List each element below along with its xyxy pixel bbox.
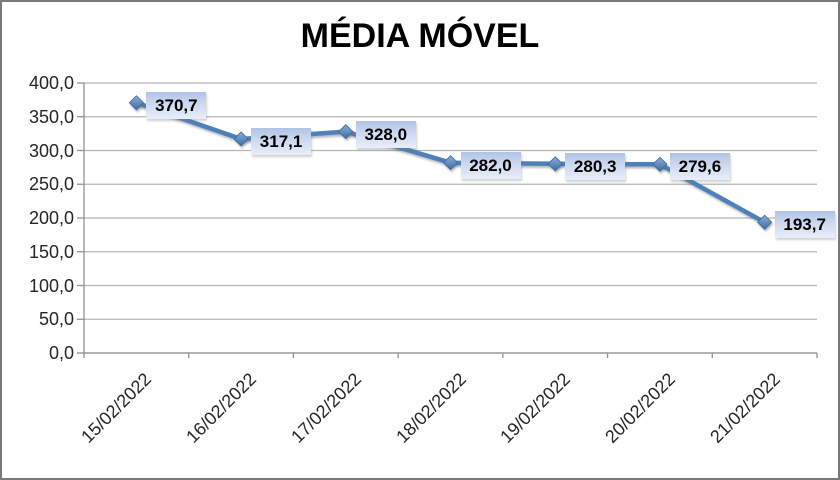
data-point-marker [652,156,668,172]
data-label: 279,6 [669,153,730,181]
data-label: 317,1 [251,127,312,155]
data-label: 280,3 [565,152,626,180]
y-axis-label: 100,0 [28,275,74,296]
y-axis-label: 0,0 [48,343,74,363]
data-point-marker [757,214,773,230]
data-label: 193,7 [774,211,835,239]
data-point-marker [442,155,459,171]
y-axis-label: 200,0 [28,208,74,228]
y-axis-label: 300,0 [28,140,74,161]
y-axis-label: 150,0 [28,241,74,262]
y-axis-label: 400,0 [28,73,74,93]
chart-title: MÉDIA MÓVEL [300,17,540,55]
data-point-marker [547,156,563,172]
data-label: 370,7 [146,91,207,119]
data-point-marker [338,124,354,140]
y-axis-label: 250,0 [28,174,74,195]
y-axis-label: 350,0 [28,106,74,127]
y-axis-label: 50,0 [38,309,74,330]
data-label: 328,0 [355,120,416,148]
data-point-marker [128,95,144,111]
data-label: 282,0 [460,151,521,179]
data-point-marker [233,131,249,147]
